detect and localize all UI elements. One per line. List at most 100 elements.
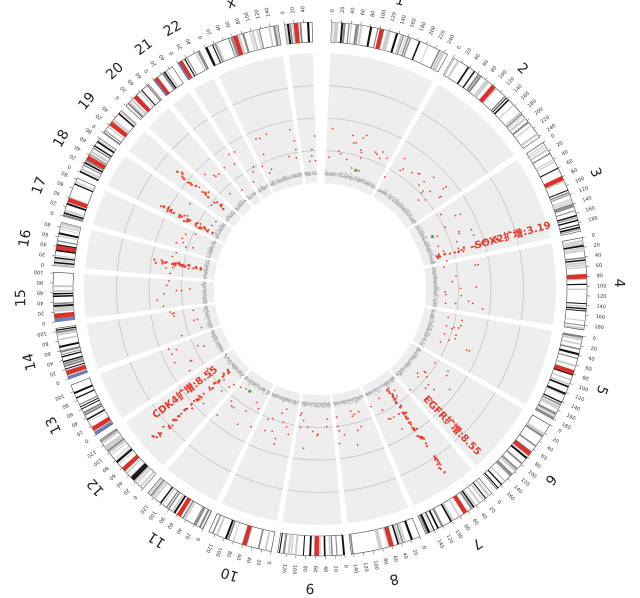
ideogram-band	[565, 256, 586, 261]
amplification-point	[178, 216, 181, 219]
track-ring	[301, 150, 316, 153]
axis-tick	[159, 71, 162, 75]
tick-label: 80	[41, 340, 48, 347]
cnv-point	[207, 318, 209, 321]
cnv-point	[208, 256, 210, 259]
cnv-point	[420, 342, 422, 344]
cnv-gain-point	[461, 319, 463, 322]
cnv-point	[211, 246, 214, 248]
axis-tick	[372, 550, 374, 554]
axis-tick	[55, 341, 59, 343]
cnv-point	[315, 171, 318, 173]
tick-label: 20	[69, 153, 77, 161]
cnv-point	[222, 226, 225, 229]
cnv-gain-point	[474, 264, 477, 266]
axis-tick	[60, 214, 64, 217]
cnv-point	[203, 282, 206, 284]
amplification-point	[198, 395, 201, 398]
cnv-point	[253, 384, 255, 386]
cnv-point	[433, 294, 435, 296]
cnv-gain-point	[445, 259, 448, 262]
ideogram-band	[75, 180, 95, 191]
axis-tick	[578, 221, 582, 223]
chromosome-label-20: 20	[103, 59, 127, 83]
axis-tick	[74, 400, 78, 402]
tick-label: 0	[67, 163, 72, 170]
cnv-point	[272, 183, 275, 186]
track-ring	[388, 168, 435, 211]
cnv-point	[433, 270, 436, 273]
track-segment-8	[332, 387, 409, 524]
cnv-point	[203, 310, 206, 313]
ideogram-band	[90, 150, 109, 163]
cnv-gain-point	[252, 170, 255, 173]
ideogram-band	[81, 399, 100, 410]
cnv-point	[426, 244, 428, 247]
cnv-point	[402, 203, 404, 205]
axis-tick	[63, 205, 67, 207]
tick-label: 100	[597, 283, 607, 289]
axis-tick	[167, 509, 170, 512]
ideogram-band	[528, 146, 547, 158]
ideogram-band	[186, 57, 198, 76]
tick-label: 160	[565, 413, 576, 423]
cnv-point	[431, 314, 433, 317]
cnv-point	[391, 379, 394, 382]
cnv-gain-point	[343, 433, 346, 436]
amplification-point	[171, 418, 175, 421]
chromosome-label-21: 21	[132, 36, 156, 59]
tick-label: 180	[419, 21, 428, 32]
tick-label: 80	[101, 465, 110, 474]
cnv-point	[396, 374, 399, 377]
cnv-point	[432, 262, 434, 264]
centromere	[479, 84, 496, 103]
cnv-point	[424, 243, 427, 246]
cnv-point	[433, 277, 435, 279]
cnv-gain-point	[210, 204, 213, 207]
tick-label: 0	[42, 320, 46, 326]
cnv-point	[367, 182, 370, 185]
track-ring	[327, 117, 402, 140]
cnv-point	[267, 390, 269, 392]
chr19-gain-cluster	[175, 170, 225, 211]
cnv-point	[202, 299, 204, 301]
cnv-point	[207, 323, 210, 326]
amplification-point	[492, 239, 495, 243]
cnv-point	[365, 183, 367, 185]
cnv-point	[239, 377, 242, 379]
cnv-point	[412, 218, 414, 220]
cnv-point	[285, 398, 287, 400]
ideogram-band	[129, 101, 145, 117]
track-ring	[218, 182, 232, 195]
cnv-point	[258, 386, 260, 388]
ideogram-band	[113, 118, 130, 133]
cnv-gain-point	[356, 444, 359, 446]
ideogram-band	[184, 501, 196, 520]
cnv-point	[387, 196, 390, 199]
cnv-point	[345, 175, 347, 178]
centromere	[384, 526, 394, 547]
amplification-point	[213, 201, 216, 204]
cnv-point	[413, 354, 415, 356]
cnv-point	[403, 368, 406, 371]
ideogram-band	[558, 352, 578, 360]
cnv-point	[430, 327, 433, 330]
tick-label: 20	[411, 549, 419, 557]
cnv-point	[435, 277, 438, 279]
cnv-point	[203, 285, 205, 287]
cnv-loss-point	[430, 235, 435, 239]
cnv-point	[233, 211, 235, 213]
cnv-point	[356, 400, 358, 403]
tick-label: 80	[462, 524, 470, 533]
cnv-point	[301, 402, 303, 404]
tick-label: 60	[108, 472, 117, 481]
cnv-point	[357, 399, 360, 401]
cnv-gain-point	[328, 156, 330, 159]
amplification-point	[388, 392, 391, 395]
cnv-point	[220, 347, 222, 349]
amplification-point	[227, 371, 230, 374]
tick-label: 120	[597, 294, 607, 300]
cnv-point	[203, 271, 206, 274]
ideogram-band	[273, 25, 279, 46]
cnv-point	[412, 222, 414, 224]
